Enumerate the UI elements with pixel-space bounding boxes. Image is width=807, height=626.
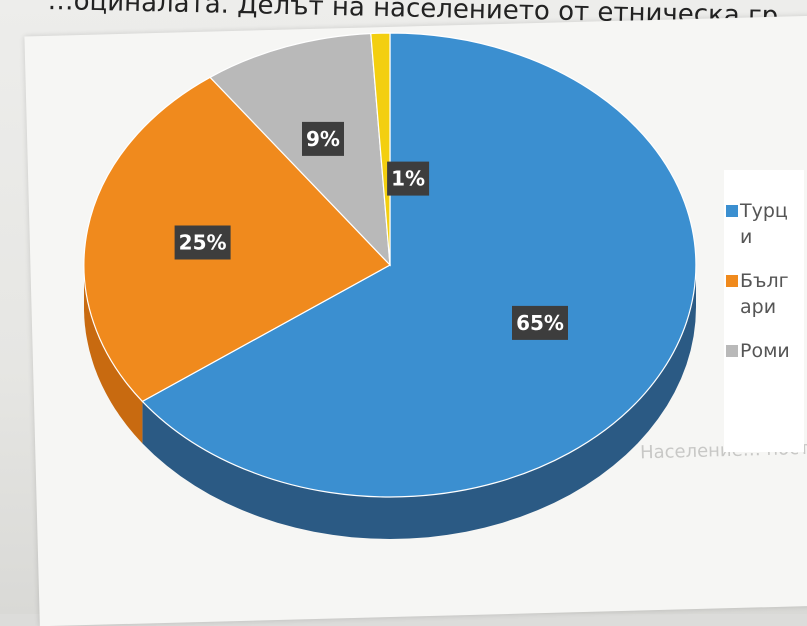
data-label-box-bulgarians: [174, 225, 231, 260]
data-label-box-other: [387, 161, 430, 196]
pie-top-face: [83, 32, 697, 498]
data-label-text-turks: 65%: [516, 311, 564, 335]
data-label-box-roma: [302, 121, 344, 156]
legend-label-bulgarians: Българи: [740, 270, 789, 318]
data-label-other: 1%: [387, 161, 430, 196]
data-label-text-bulgarians: 25%: [179, 231, 227, 255]
legend-label-roma: Роми: [740, 340, 790, 362]
data-label-box-turks: [512, 305, 568, 340]
legend-swatch-roma: [726, 345, 738, 357]
pie-slice-roma: [209, 32, 391, 267]
data-label-bulgarians: 25%: [174, 225, 231, 260]
pie-side-bulgarians: [84, 265, 143, 444]
pie-slice-bulgarians: [83, 76, 391, 403]
legend-swatch-turks: [726, 205, 738, 217]
chart-legend: Турци Българи Роми: [724, 170, 804, 452]
legend-item-turks: Турци: [724, 198, 804, 250]
pie-labels: 65% 25% 9% 1%: [174, 121, 568, 340]
data-label-turks: 65%: [512, 305, 568, 340]
legend-item-roma: Роми: [724, 338, 804, 364]
pie-side-turks: [142, 265, 696, 539]
data-label-text-roma: 9%: [306, 127, 340, 151]
data-label-roma: 9%: [302, 121, 344, 156]
pie-slice-other: [370, 32, 391, 266]
legend-swatch-bulgarians: [726, 275, 738, 287]
legend-item-bulgarians: Българи: [724, 268, 804, 320]
pie-slice-turks: [141, 32, 697, 498]
pie-side-wall: [84, 265, 696, 539]
legend-label-turks: Турци: [740, 200, 788, 248]
data-label-text-other: 1%: [391, 167, 425, 191]
